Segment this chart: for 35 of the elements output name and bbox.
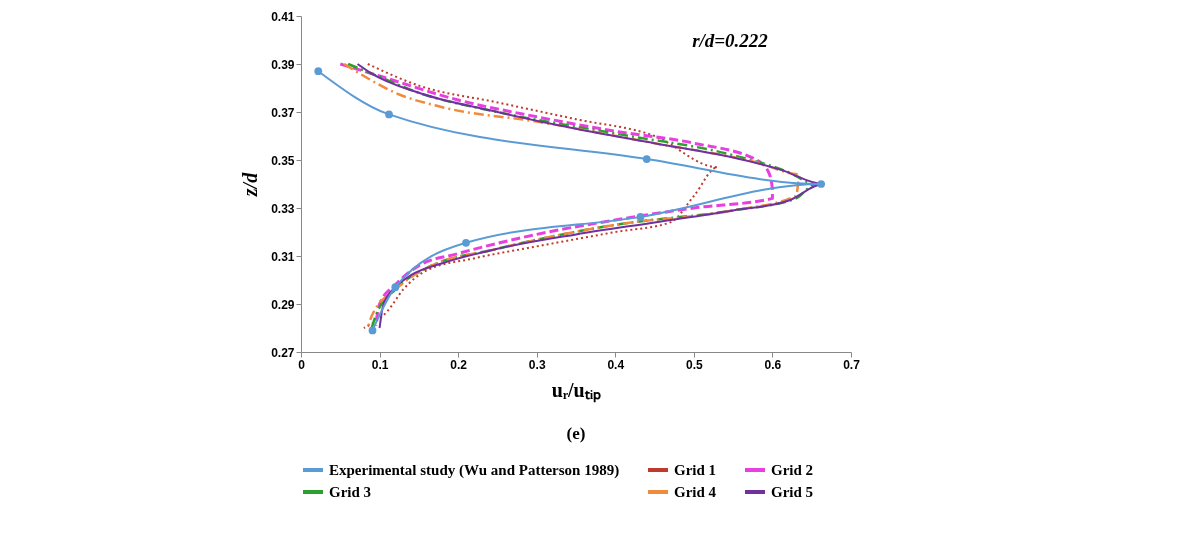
text: (e) [566, 424, 586, 443]
point [368, 326, 377, 335]
legend-label: Grid 4 [674, 484, 717, 500]
y-tick-label: 0.39 [271, 57, 295, 72]
y-axis-title: z/d [239, 171, 262, 198]
y-tick-label: 0.37 [271, 105, 295, 120]
legend-label: Grid 5 [771, 484, 814, 500]
point [636, 213, 645, 221]
point [385, 110, 393, 119]
x-tick-label: 0 [298, 357, 306, 372]
legend-label: Grid 1 [674, 462, 717, 478]
annotation: r/d=0.222 [692, 30, 769, 51]
x-tick-label: 0.1 [371, 357, 389, 372]
legend-label: Experimental study (Wu and Patterson 1989) [329, 462, 620, 479]
point [462, 238, 470, 247]
y-tick-label: 0.27 [271, 345, 295, 360]
y-tick-label: 0.35 [271, 153, 295, 168]
y-tick-label: 0.33 [271, 201, 295, 216]
point [314, 67, 323, 76]
x-tick-label: 0.5 [686, 357, 704, 372]
legend-label: Grid 3 [329, 484, 372, 500]
line-series [362, 63, 719, 329]
x-axis-title: uᵣ/uₜᵢₚ [551, 378, 602, 403]
point [642, 155, 651, 163]
x-tick-label: 0.3 [528, 357, 546, 372]
x-tick-label: 0.4 [607, 357, 625, 372]
x-tick-label: 0.2 [450, 357, 468, 372]
point [817, 180, 826, 188]
point [391, 283, 400, 292]
legend-label: Grid 2 [771, 462, 814, 478]
y-tick-label: 0.29 [271, 297, 295, 312]
y-tick-label: 0.41 [271, 9, 295, 24]
x-tick-label: 0.6 [764, 357, 782, 372]
y-tick-label: 0.31 [271, 249, 295, 264]
x-tick-label: 0.7 [843, 357, 861, 372]
